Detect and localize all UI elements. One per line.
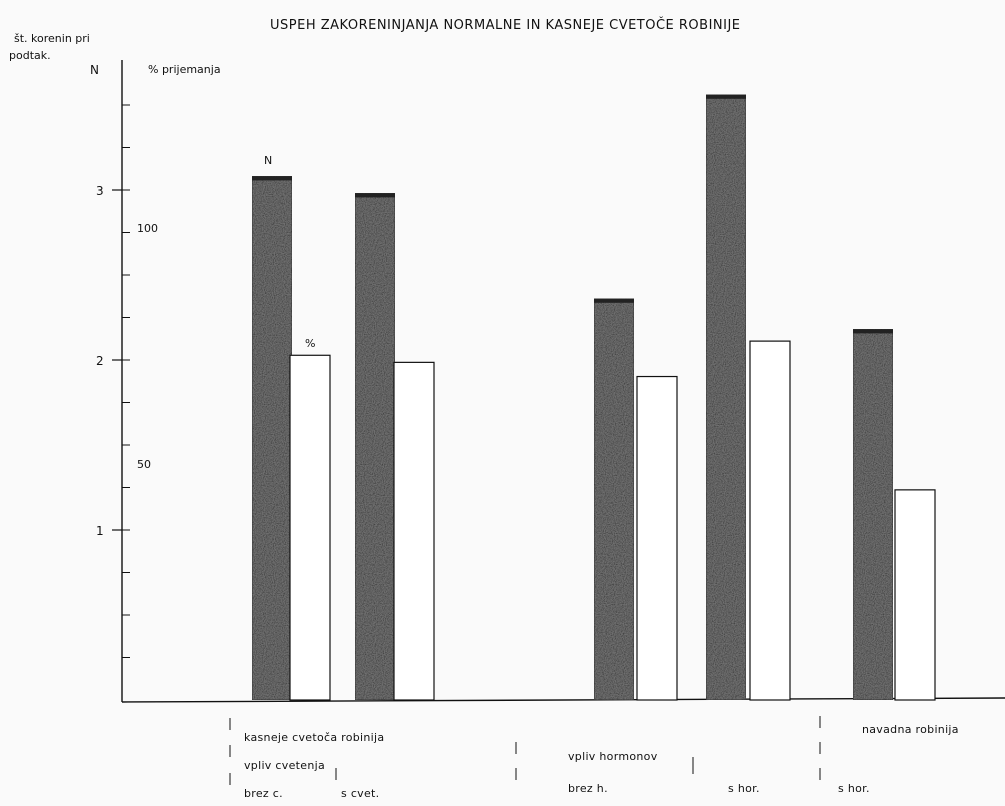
pct-axis-label: % prijemanja <box>148 63 221 76</box>
n-tick-label: 3 <box>96 184 104 198</box>
n-bar <box>354 192 396 701</box>
pct-bar <box>894 489 936 701</box>
y-axis-label-line1: št. korenin pri <box>14 32 90 45</box>
category-late-flowering: kasneje cvetoča robinija <box>244 731 384 744</box>
pct-bar <box>636 375 678 701</box>
pct-tick-label: 50 <box>137 458 151 471</box>
y-axis-label-line2: podtak. <box>9 49 51 62</box>
n-bar-cap <box>355 193 395 198</box>
n-bar <box>593 298 635 701</box>
pct-bar-label: % <box>305 337 315 350</box>
pct-bar <box>749 340 791 701</box>
y-axis-unit: N <box>90 63 99 77</box>
n-bar <box>852 328 894 701</box>
n-bar-cap <box>594 298 634 303</box>
category-no-flower: brez c. <box>244 787 283 800</box>
n-bar-cap <box>706 94 746 99</box>
category-no-hormone: brez h. <box>568 782 608 795</box>
n-bar <box>251 175 293 701</box>
n-bar-cap <box>252 176 292 181</box>
bars <box>251 94 936 701</box>
pct-ticks: 50 100 <box>137 222 158 471</box>
n-bar <box>705 94 747 701</box>
category-hormone-effect: vpliv hormonov <box>568 750 658 763</box>
category-with-flower: s cvet. <box>341 787 379 800</box>
pct-tick-label: 100 <box>137 222 158 235</box>
category-flowering-effect: vpliv cvetenja <box>244 759 325 772</box>
pct-bar <box>393 361 435 701</box>
category-labels <box>229 716 821 785</box>
category-normal-with-hormone: s hor. <box>838 782 870 795</box>
n-tick-label: 1 <box>96 524 104 538</box>
n-bar-cap <box>853 329 893 334</box>
category-normal: navadna robinija <box>862 723 959 736</box>
n-ticks: 1 2 3 <box>96 104 130 658</box>
chart-title: USPEH ZAKORENINJANJA NORMALNE IN KASNEJE… <box>270 17 741 33</box>
n-tick-label: 2 <box>96 354 104 368</box>
pct-bar <box>289 354 331 701</box>
category-with-hormone: s hor. <box>728 782 760 795</box>
n-bar-label: N <box>264 154 272 167</box>
